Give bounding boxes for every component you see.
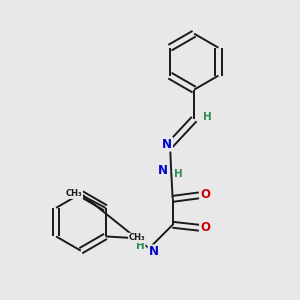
Text: H: H	[136, 241, 145, 251]
Text: N: N	[158, 164, 168, 177]
Text: H: H	[203, 112, 212, 122]
Text: H: H	[174, 169, 183, 179]
Text: O: O	[200, 221, 210, 234]
Text: O: O	[200, 188, 210, 201]
Text: N: N	[148, 245, 158, 258]
Text: N: N	[162, 138, 172, 151]
Text: CH₃: CH₃	[66, 189, 82, 198]
Text: CH₃: CH₃	[129, 233, 146, 242]
